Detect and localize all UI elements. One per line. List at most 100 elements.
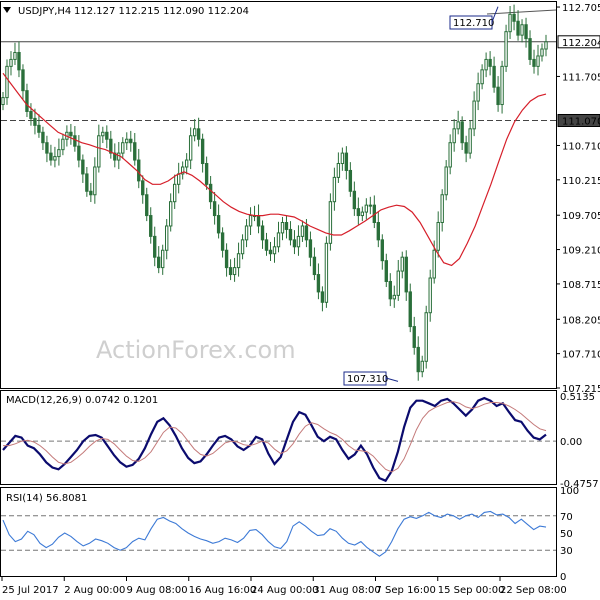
candle-body bbox=[97, 135, 101, 168]
price-plot: 112.710 107.310 bbox=[1, 4, 557, 386]
candle-body bbox=[524, 24, 528, 40]
candle-body bbox=[133, 142, 137, 161]
candle-body bbox=[496, 86, 500, 106]
candle-body bbox=[460, 121, 464, 144]
x-tick-label: 22 Sep 08:00 bbox=[500, 585, 567, 596]
candle-body bbox=[85, 173, 89, 192]
macd-y-tick-label: -0.4757 bbox=[560, 479, 599, 490]
candle-body bbox=[424, 312, 428, 362]
y-tick-label: 110.710 bbox=[562, 141, 600, 152]
candle-body bbox=[232, 267, 237, 276]
rsi-y-tick-label: 50 bbox=[560, 529, 573, 540]
candle-body bbox=[516, 20, 520, 36]
macd-signal-line bbox=[3, 401, 547, 473]
candle-body bbox=[176, 173, 181, 185]
candle-body bbox=[436, 222, 440, 251]
candle-body bbox=[93, 166, 97, 196]
x-tick-label: 25 Jul 2017 bbox=[2, 585, 59, 596]
candle-body bbox=[172, 183, 177, 203]
candle-body bbox=[153, 235, 157, 258]
rsi-title: RSI(14) 56.8081 bbox=[6, 493, 87, 504]
candle-body bbox=[268, 249, 273, 255]
candle-body bbox=[105, 131, 109, 140]
candle-body bbox=[81, 159, 85, 175]
candle-body bbox=[312, 256, 317, 276]
candle-body bbox=[448, 142, 452, 168]
candle-body bbox=[520, 24, 524, 36]
candle-body bbox=[5, 65, 9, 99]
y-tick-label: 108.715 bbox=[562, 280, 600, 291]
candle-body bbox=[109, 138, 113, 154]
candle-body bbox=[284, 222, 289, 230]
price-axis-marker bbox=[557, 113, 600, 127]
candle-body bbox=[17, 51, 21, 71]
candle-body bbox=[272, 246, 277, 255]
candle-body bbox=[61, 138, 65, 151]
candle-body bbox=[224, 249, 229, 269]
annotation-label: 107.310 bbox=[347, 374, 388, 385]
candle-body bbox=[129, 138, 133, 144]
candle-body bbox=[484, 58, 488, 71]
candle-body bbox=[169, 201, 173, 227]
candle-body bbox=[508, 13, 512, 33]
candle-body bbox=[420, 360, 424, 373]
candle-body bbox=[101, 131, 105, 137]
candle-body bbox=[37, 124, 41, 133]
y-tick-label: 108.205 bbox=[562, 315, 600, 326]
candle-body bbox=[532, 58, 536, 67]
candle-body bbox=[340, 152, 345, 165]
candle-body bbox=[89, 190, 93, 196]
candle-body bbox=[280, 222, 285, 234]
moving-average-line bbox=[2, 72, 547, 267]
macd-plot bbox=[1, 396, 556, 483]
candle-body bbox=[57, 149, 61, 158]
y-tick-label: 111.070 bbox=[562, 116, 600, 127]
candle-body bbox=[145, 194, 149, 217]
candle-body bbox=[320, 291, 325, 303]
trend-line bbox=[486, 9, 557, 15]
candle-body bbox=[356, 208, 361, 217]
candle-body bbox=[308, 239, 313, 258]
symbol-dropdown-icon[interactable] bbox=[3, 7, 11, 13]
candle-body bbox=[161, 249, 165, 269]
annotation-label: 112.710 bbox=[453, 18, 494, 29]
candle-body bbox=[544, 41, 548, 50]
candle-body bbox=[244, 225, 249, 241]
candle-body bbox=[360, 211, 365, 217]
candle-body bbox=[180, 166, 185, 175]
candle-body bbox=[444, 166, 448, 196]
candle-body bbox=[73, 135, 77, 147]
candle-body bbox=[352, 190, 357, 210]
candle-body bbox=[348, 169, 353, 192]
candle-body bbox=[9, 58, 13, 67]
axes: 112.705 112.204 111.705 111.070 110.710 110.2… bbox=[1, 3, 600, 596]
candle-body bbox=[364, 204, 369, 213]
candle-body bbox=[412, 326, 416, 348]
y-tick-label: 110.215 bbox=[562, 176, 600, 187]
x-tick-label: 7 Sep 16:00 bbox=[376, 585, 436, 596]
candle-body bbox=[492, 65, 496, 88]
y-tick-label: 109.210 bbox=[562, 246, 600, 257]
candle-body bbox=[192, 128, 197, 137]
rsi-plot bbox=[1, 510, 556, 557]
annotation-pointer bbox=[385, 377, 399, 382]
candle-body bbox=[240, 239, 245, 255]
candle-body bbox=[165, 225, 169, 251]
candle-body bbox=[328, 201, 333, 244]
macd-line bbox=[2, 396, 547, 483]
candle-body bbox=[396, 270, 400, 296]
candle-body bbox=[204, 163, 209, 185]
rsi-panel-frame bbox=[0, 487, 557, 577]
annotation-pointer bbox=[491, 6, 499, 23]
low-annotation: 107.310 bbox=[343, 371, 399, 386]
candle-body bbox=[476, 83, 480, 102]
x-tick-label: 15 Sep 00:00 bbox=[438, 585, 505, 596]
y-tick-label: 107.710 bbox=[562, 350, 600, 361]
rsi-y-tick-label: 70 bbox=[560, 512, 573, 523]
candle-body bbox=[256, 215, 261, 227]
x-tick-label: 31 Aug 08:00 bbox=[313, 585, 380, 596]
candle-body bbox=[304, 225, 309, 241]
candle-body bbox=[480, 69, 484, 85]
candle-body bbox=[468, 128, 472, 154]
